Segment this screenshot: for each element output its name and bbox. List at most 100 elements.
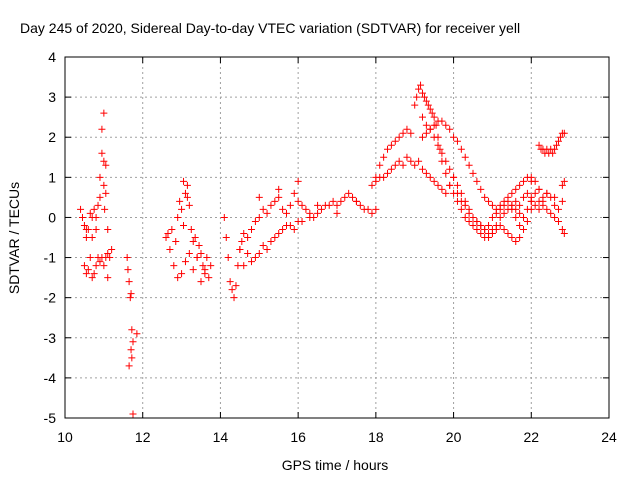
data-point	[436, 145, 444, 153]
data-point	[228, 286, 236, 294]
data-point	[356, 201, 364, 209]
data-point	[395, 133, 403, 141]
data-point	[481, 193, 489, 201]
data-point	[508, 201, 516, 209]
data-point	[329, 197, 337, 205]
data-point	[104, 225, 112, 233]
data-point	[504, 229, 512, 237]
data-point	[520, 193, 528, 201]
data-point	[92, 262, 100, 270]
data-point	[102, 189, 110, 197]
data-point	[535, 185, 543, 193]
data-point	[88, 274, 96, 282]
data-point	[512, 238, 520, 246]
data-point	[263, 209, 271, 217]
data-point	[418, 89, 426, 97]
data-point	[84, 266, 92, 274]
data-point	[556, 133, 564, 141]
data-point	[290, 225, 298, 233]
data-point	[92, 225, 100, 233]
data-point	[391, 161, 399, 169]
data-point	[128, 326, 136, 334]
data-point	[294, 197, 302, 205]
data-point	[551, 213, 559, 221]
data-point	[220, 213, 228, 221]
data-point	[446, 125, 454, 133]
data-point	[560, 129, 568, 137]
data-point	[271, 197, 279, 205]
data-point	[279, 225, 287, 233]
data-point	[560, 229, 568, 237]
data-point	[523, 205, 531, 213]
data-point	[286, 201, 294, 209]
data-point	[263, 246, 271, 254]
data-point	[527, 193, 535, 201]
data-point	[240, 229, 248, 237]
x-axis-label: GPS time / hours	[282, 457, 389, 473]
data-point	[187, 225, 195, 233]
data-point	[125, 278, 133, 286]
data-point	[181, 189, 189, 197]
data-point	[477, 221, 485, 229]
y-tick-label: -5	[44, 410, 57, 426]
y-tick-label: -1	[44, 250, 57, 266]
data-point	[80, 262, 88, 270]
data-point	[101, 205, 109, 213]
grid-lines	[65, 57, 609, 418]
data-point	[508, 189, 516, 197]
data-point	[434, 181, 442, 189]
data-point	[387, 141, 395, 149]
data-point	[549, 149, 557, 157]
data-point	[457, 197, 465, 205]
data-point	[450, 173, 458, 181]
data-point	[345, 189, 353, 197]
data-point	[193, 254, 201, 262]
data-point	[104, 274, 112, 282]
data-point	[558, 225, 566, 233]
data-point	[226, 278, 234, 286]
data-point	[104, 250, 112, 258]
data-point	[349, 193, 357, 201]
data-point	[558, 197, 566, 205]
data-point	[94, 201, 102, 209]
data-point	[102, 161, 110, 169]
data-point	[477, 229, 485, 237]
data-point	[492, 221, 500, 229]
data-point	[418, 165, 426, 173]
data-point	[180, 177, 188, 185]
data-point	[290, 189, 298, 197]
data-point	[469, 221, 477, 229]
data-point	[551, 145, 559, 153]
data-point	[314, 209, 322, 217]
data-point	[376, 161, 384, 169]
data-point	[531, 201, 539, 209]
data-point	[96, 193, 104, 201]
data-point	[123, 254, 131, 262]
data-point	[314, 201, 322, 209]
data-point	[430, 133, 438, 141]
data-point	[102, 254, 110, 262]
data-point	[197, 250, 205, 258]
data-point	[185, 250, 193, 258]
data-point	[244, 234, 252, 241]
data-point	[500, 209, 508, 217]
data-point	[380, 153, 388, 161]
data-point	[174, 213, 182, 221]
data-point	[380, 173, 388, 181]
data-point	[126, 294, 134, 302]
data-point	[469, 169, 477, 177]
data-point	[523, 189, 531, 197]
y-tick-label: -2	[44, 290, 57, 306]
data-point	[442, 157, 450, 165]
data-point	[527, 177, 535, 185]
data-point	[411, 101, 419, 109]
data-point	[176, 197, 184, 205]
data-point	[415, 85, 423, 93]
data-point	[413, 93, 421, 101]
data-point	[461, 201, 469, 209]
data-point	[197, 278, 205, 286]
data-point	[82, 270, 90, 278]
data-point	[496, 213, 504, 221]
data-point	[317, 205, 325, 213]
